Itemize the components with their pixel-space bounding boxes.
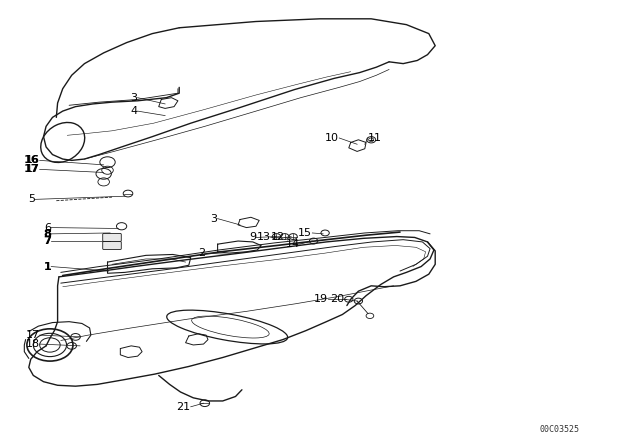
Text: 7: 7 — [44, 236, 51, 246]
Text: 2: 2 — [198, 248, 205, 258]
Text: 17: 17 — [26, 164, 40, 174]
Text: 11: 11 — [368, 133, 382, 143]
Text: 13: 13 — [257, 233, 271, 242]
Text: 12: 12 — [271, 233, 285, 242]
Text: 16: 16 — [24, 155, 40, 165]
Text: 3: 3 — [211, 214, 218, 224]
Text: 16: 16 — [26, 155, 40, 165]
Text: 8: 8 — [44, 229, 51, 239]
Text: 10: 10 — [325, 133, 339, 143]
Text: 3: 3 — [131, 93, 138, 103]
Text: 4: 4 — [131, 106, 138, 116]
Text: 21: 21 — [177, 402, 191, 412]
Text: 17: 17 — [24, 164, 40, 174]
Text: 15: 15 — [298, 228, 312, 238]
Text: 5: 5 — [28, 194, 35, 204]
Text: 18: 18 — [26, 339, 40, 349]
Text: 6: 6 — [44, 223, 51, 233]
FancyBboxPatch shape — [102, 233, 122, 241]
FancyBboxPatch shape — [102, 241, 122, 250]
Text: 17: 17 — [26, 330, 40, 340]
Text: 1: 1 — [44, 262, 51, 271]
Text: 9: 9 — [249, 233, 256, 242]
Text: 20: 20 — [330, 294, 344, 304]
Text: 00C03525: 00C03525 — [540, 425, 580, 434]
Text: 19: 19 — [314, 294, 328, 304]
Text: 7: 7 — [44, 236, 51, 246]
Text: 14: 14 — [285, 239, 300, 249]
Text: 8: 8 — [44, 229, 51, 239]
Text: 1: 1 — [44, 262, 51, 271]
